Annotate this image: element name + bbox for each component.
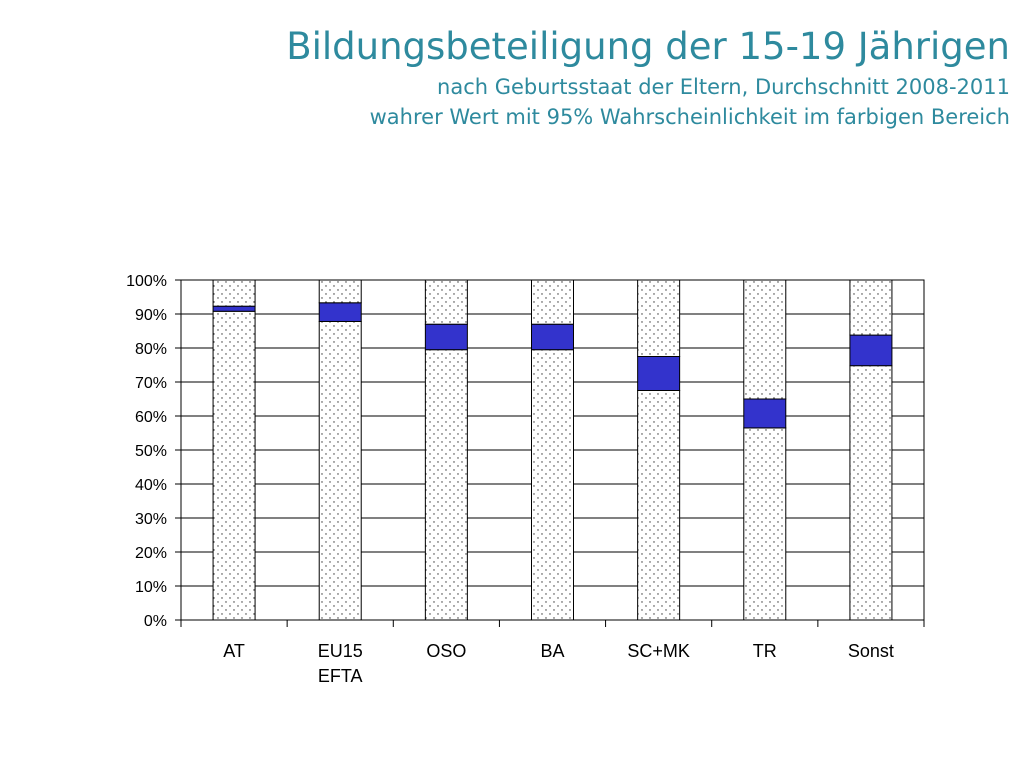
bar-interval-segment <box>424 323 468 351</box>
x-category-label: BA <box>540 641 564 661</box>
x-category-label: Sonst <box>848 641 894 661</box>
x-category-label: EU15 <box>318 641 363 661</box>
bar-interval-segment <box>318 302 362 322</box>
bar-upper-segment <box>318 279 362 304</box>
title-block: Bildungsbeteiligung der 15-19 Jährigen n… <box>286 22 1010 132</box>
y-tick-label: 20% <box>135 545 167 562</box>
y-tick-label: 10% <box>135 579 167 596</box>
bar-interval-segment <box>743 398 787 429</box>
chart-subtitle-line-1: nach Geburtsstaat der Eltern, Durchschni… <box>437 75 1010 99</box>
y-tick-label: 0% <box>144 613 167 630</box>
y-tick-label: 90% <box>135 307 167 324</box>
bar-upper-segment <box>849 279 893 336</box>
bar-lower-segment <box>318 320 362 621</box>
x-category-label: TR <box>753 641 777 661</box>
bar-lower-segment <box>637 390 681 621</box>
x-category-label: EFTA <box>318 666 363 686</box>
y-tick-label: 50% <box>135 443 167 460</box>
bar-lower-segment <box>424 349 468 621</box>
x-category-label: AT <box>223 641 245 661</box>
bar-upper-segment <box>637 279 681 357</box>
y-tick-label: 70% <box>135 375 167 392</box>
chart-subtitle-line-2: wahrer Wert mit 95% Wahrscheinlichkeit i… <box>369 105 1010 129</box>
chart-title: Bildungsbeteiligung der 15-19 Jährigen <box>286 25 1010 68</box>
bar-upper-segment <box>212 279 256 307</box>
x-category-label: OSO <box>426 641 466 661</box>
bar-upper-segment <box>424 279 468 325</box>
x-category-label: SC+MK <box>627 641 690 661</box>
axes <box>175 279 925 627</box>
y-tick-label: 30% <box>135 511 167 528</box>
bar-interval-segment <box>212 305 256 312</box>
bar-upper-segment <box>531 279 574 325</box>
bar-upper-segment <box>743 279 787 400</box>
y-tick-label: 40% <box>135 477 167 494</box>
labels: 0% 10% 20% 30% 40% 50% 60% 70% 80% 90% 100% AT EU15 E… <box>126 273 894 686</box>
bar-interval-segment <box>637 356 681 391</box>
bar-lower-segment <box>849 365 893 621</box>
bar-interval-segment <box>849 334 893 367</box>
y-tick-label: 80% <box>135 341 167 358</box>
bar-lower-segment <box>743 427 787 621</box>
bar-interval-segment <box>531 323 574 351</box>
bars <box>212 279 893 621</box>
bar-lower-segment <box>531 349 574 621</box>
bar-lower-segment <box>212 310 256 621</box>
y-tick-label: 60% <box>135 409 167 426</box>
y-tick-label: 100% <box>126 273 167 290</box>
